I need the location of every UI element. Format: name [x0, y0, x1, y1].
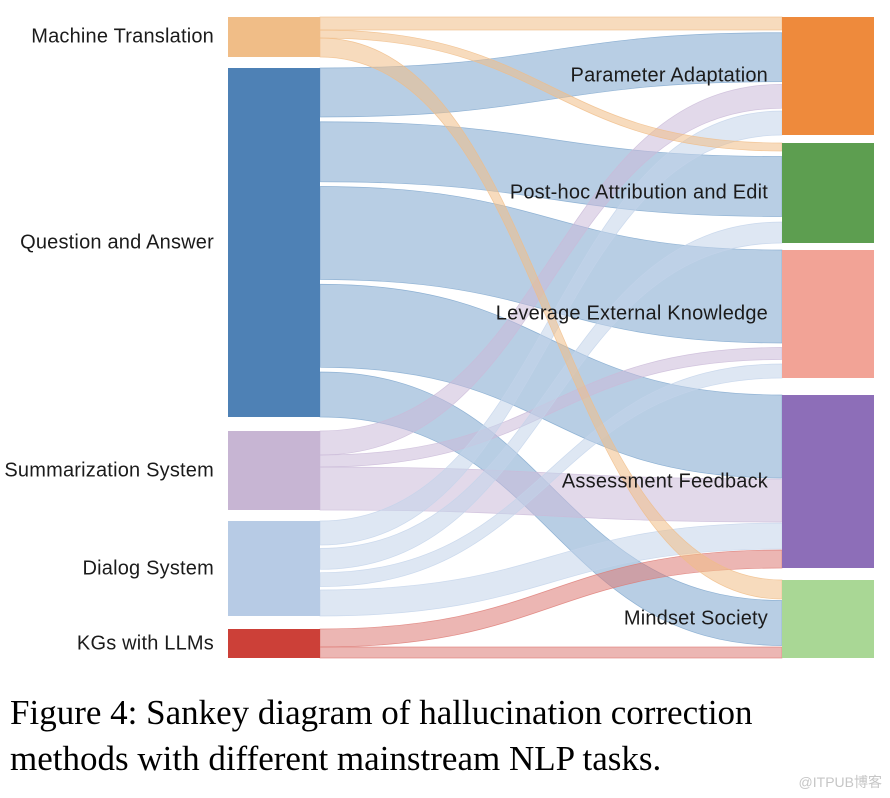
task-label-qa: Question and Answer [20, 231, 214, 253]
flow-mt-to-pa [319, 16, 783, 31]
task-node-kg [228, 629, 320, 658]
task-label-ds: Dialog System [82, 557, 214, 579]
task-label-ss: Summarization System [4, 459, 214, 481]
sankey-diagram [228, 16, 874, 659]
figure-caption-line1: Figure 4: Sankey diagram of hallucinatio… [10, 693, 753, 732]
task-label-kg: KGs with LLMs [76, 632, 214, 654]
method-node-lek [782, 250, 874, 378]
task-node-qa [228, 68, 320, 417]
task-node-mt [228, 17, 320, 57]
task-node-ds [228, 521, 320, 616]
method-label-lek: Leverage External Knowledge [495, 302, 768, 325]
task-label-mt: Machine Translation [31, 25, 214, 48]
watermark-text: @ITPUB博客 [798, 774, 882, 790]
figure-caption-line2: methods with different mainstream NLP ta… [10, 739, 662, 778]
method-node-ms [782, 580, 874, 658]
method-label-pa: Parameter Adaptation [570, 64, 768, 87]
method-node-af [782, 395, 874, 568]
task-node-ss [228, 431, 320, 510]
method-label-af: Assessment Feedback [561, 470, 768, 492]
method-label-ms: Mindset Society [623, 607, 768, 630]
figure-caption: Figure 4: Sankey diagram of hallucinatio… [10, 690, 880, 782]
method-label-ph: Post-hoc Attribution and Edit [509, 181, 768, 204]
method-node-ph [782, 143, 874, 243]
flow-kg-to-ms [319, 646, 783, 659]
method-node-pa [782, 17, 874, 135]
